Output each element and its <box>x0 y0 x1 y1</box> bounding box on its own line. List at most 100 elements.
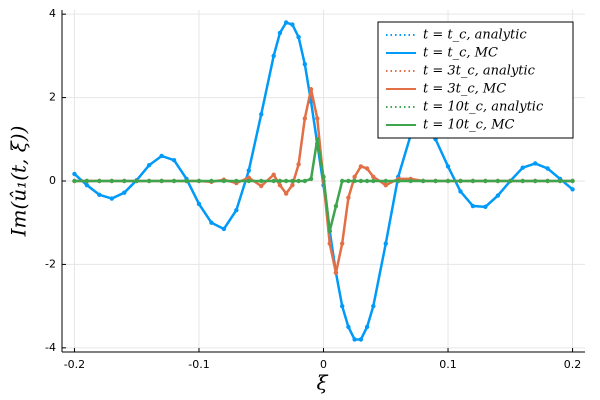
data-point <box>371 303 376 309</box>
data-point <box>495 178 501 184</box>
x-tick-label: 0 <box>320 358 327 371</box>
data-point <box>352 174 357 180</box>
x-tick-label: 0.2 <box>564 358 582 371</box>
data-point <box>308 87 314 92</box>
data-point <box>302 116 308 121</box>
data-point <box>383 241 388 246</box>
data-point <box>364 178 370 184</box>
data-point <box>358 337 364 342</box>
data-point <box>277 30 283 36</box>
data-point <box>283 191 289 196</box>
legend-label: t = t_c, analytic <box>423 28 527 43</box>
y-tick-label: -2 <box>45 257 56 270</box>
data-point <box>72 178 77 184</box>
data-point <box>221 178 227 184</box>
data-point <box>209 220 214 225</box>
data-point <box>171 178 177 184</box>
data-point <box>171 157 177 163</box>
data-point <box>570 178 575 184</box>
data-point <box>246 168 251 173</box>
data-point <box>209 178 214 184</box>
data-point <box>483 178 488 184</box>
data-point <box>327 241 332 246</box>
data-point <box>122 178 127 184</box>
data-point <box>184 178 189 184</box>
legend-label: t = 3t_c, MC <box>423 82 506 97</box>
data-point <box>339 303 345 309</box>
data-point <box>109 196 115 201</box>
data-point <box>271 178 276 184</box>
x-axis-label: ξ <box>316 371 328 395</box>
data-point <box>352 337 357 342</box>
x-tick-label: 0.1 <box>439 358 457 371</box>
data-point <box>383 178 388 184</box>
data-point <box>308 176 314 182</box>
data-point <box>159 153 164 159</box>
data-point <box>339 241 345 246</box>
data-point <box>296 162 301 167</box>
data-point <box>545 178 550 184</box>
data-point <box>570 187 575 192</box>
legend-label: t = 3t_c, analytic <box>423 64 536 79</box>
legend-label: t = t_c, MC <box>423 46 498 61</box>
data-point <box>458 189 463 194</box>
data-point <box>532 161 538 166</box>
data-point <box>458 178 463 184</box>
data-point <box>146 178 152 184</box>
x-tick-label: -0.1 <box>188 358 209 371</box>
data-point <box>246 178 251 184</box>
data-point <box>283 178 289 184</box>
legend-label: t = 10t_c, analytic <box>423 100 544 115</box>
y-axis-label: Im(û₁(t, ξ)) <box>7 126 31 238</box>
data-point <box>302 178 308 184</box>
data-point <box>364 324 370 330</box>
data-point <box>196 201 202 207</box>
y-tick-label: -4 <box>45 341 56 354</box>
x-tick-label: -0.2 <box>64 358 85 371</box>
data-point <box>290 178 295 184</box>
data-point <box>364 166 370 171</box>
data-point <box>97 178 102 184</box>
data-point <box>445 164 451 169</box>
data-point <box>84 182 90 188</box>
data-point <box>290 22 295 27</box>
data-point <box>333 203 339 209</box>
data-point <box>557 178 563 184</box>
y-tick-label: 0 <box>49 174 56 187</box>
data-point <box>532 178 538 184</box>
data-point <box>508 178 513 184</box>
data-point <box>433 178 438 184</box>
data-point <box>296 178 301 184</box>
data-point <box>259 183 264 189</box>
data-point <box>296 34 301 40</box>
legend-box <box>377 21 574 139</box>
data-point <box>321 174 326 180</box>
data-point <box>290 182 295 188</box>
y-tick-label: 4 <box>49 7 56 20</box>
data-point <box>371 178 376 184</box>
data-point <box>221 226 227 232</box>
data-point <box>271 53 276 59</box>
data-point <box>308 99 314 104</box>
data-point <box>246 175 251 180</box>
data-point <box>346 178 351 184</box>
data-point <box>327 228 332 234</box>
data-point <box>470 178 476 184</box>
data-point <box>495 193 501 198</box>
data-point <box>277 182 283 188</box>
data-point <box>346 195 351 200</box>
data-point <box>358 164 364 169</box>
data-point <box>333 270 339 275</box>
data-point <box>445 178 451 184</box>
data-point <box>545 166 550 171</box>
data-point <box>277 178 283 184</box>
data-point <box>196 178 202 184</box>
data-point <box>97 192 102 197</box>
data-point <box>72 171 77 177</box>
data-point <box>396 178 401 184</box>
data-point <box>109 178 115 184</box>
data-point <box>146 162 152 168</box>
data-point <box>259 112 264 117</box>
data-point <box>234 207 239 213</box>
data-point <box>134 178 139 184</box>
